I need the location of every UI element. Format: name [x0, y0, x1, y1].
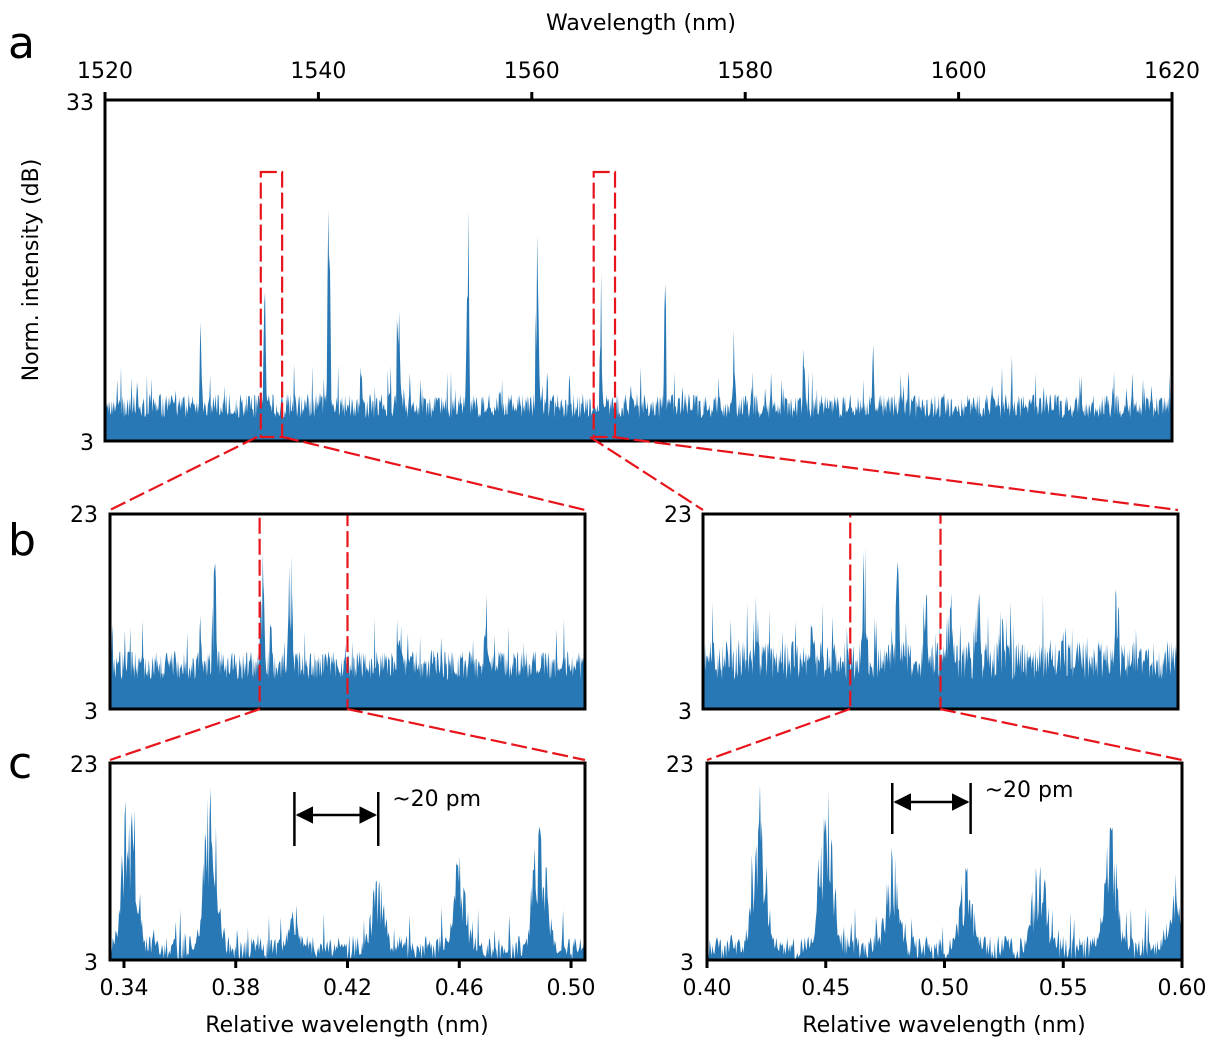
panel-c-right-spectrum-area	[707, 784, 1182, 960]
panel-a-x-tick-label: 1560	[504, 59, 560, 84]
panel-c-right: 23 3 0.40 0.45 0.50 0.55 0.60 Relative wavel…	[666, 753, 1206, 1038]
zoom-connectors-a-b	[109, 435, 1179, 512]
panel-c-right-x-axis-title: Relative wavelength (nm)	[802, 1013, 1085, 1038]
zoom-line-a-br-right	[612, 435, 1179, 512]
panel-c-right-spacing-annotation: ~20 pm	[891, 778, 1074, 834]
panel-a-zoom-box-2	[592, 170, 617, 439]
panel-b-right-y-tick-top: 23	[664, 503, 692, 528]
panel-b-right-y-tick-bottom: 3	[678, 700, 692, 725]
panel-c-left-y-tick-top: 23	[70, 753, 98, 778]
panel-b-right: 23 3	[664, 503, 1180, 725]
spacing-label: ~20 pm	[985, 778, 1074, 803]
panel-c-right-x-tick-label: 0.55	[1039, 976, 1088, 1001]
panel-a-x-ticks: 1520 1540 1560 1580 1600 1620	[77, 59, 1200, 100]
zoom-line-bl-cl-right	[346, 707, 586, 762]
panel-a-x-axis-title: Wavelength (nm)	[546, 11, 736, 36]
panel-a: Wavelength (nm) 1520 1540 1560 1580 1600 1620…	[19, 11, 1200, 456]
panel-c-right-x-tick-label: 0.45	[801, 976, 850, 1001]
panel-b-left-y-tick-bottom: 3	[84, 700, 98, 725]
panel-c-left-x-tick-label: 0.34	[99, 976, 148, 1001]
panel-c-left-x-tick-label: 0.42	[323, 976, 372, 1001]
panel-a-y-tick-bottom: 3	[80, 431, 94, 456]
panel-c-left-spacing-annotation: ~20 pm	[293, 787, 481, 846]
panel-b-left: 23 3	[70, 503, 587, 725]
panel-c-left: 23 3 0.34 0.38 0.42 0.46 0.50 Relative wavel…	[70, 753, 596, 1038]
zoom-line-br-cr-right	[939, 707, 1183, 762]
panel-c-left-spectrum-area	[110, 787, 585, 960]
panel-a-y-axis-title: Norm. intensity (dB)	[19, 159, 44, 382]
panel-label-c: c	[8, 738, 32, 789]
panel-c-left-frame	[108, 761, 587, 962]
panel-c-left-x-ticks: 0.34 0.38 0.42 0.46 0.50	[99, 960, 596, 1001]
panel-c-left-x-tick-label: 0.38	[211, 976, 260, 1001]
zoom-line-a-bl-right	[282, 435, 586, 512]
panel-c-right-x-tick-label: 0.40	[683, 976, 732, 1001]
panel-c-left-x-axis-title: Relative wavelength (nm)	[205, 1013, 488, 1038]
panel-a-y-tick-top: 33	[66, 91, 94, 116]
panel-c-left-y-tick-bottom: 3	[84, 951, 98, 976]
panel-a-x-tick-label: 1600	[931, 59, 987, 84]
panel-c-right-x-tick-label: 0.50	[920, 976, 969, 1001]
zoom-line-a-bl-left	[109, 436, 258, 511]
panel-c-right-y-tick-top: 23	[666, 753, 694, 778]
panel-c-left-x-tick-label: 0.46	[435, 976, 484, 1001]
panel-label-b: b	[8, 515, 36, 566]
panel-c-right-x-ticks: 0.40 0.45 0.50 0.55 0.60	[683, 960, 1207, 1001]
panel-a-x-tick-label: 1580	[717, 59, 773, 84]
panel-a-x-tick-label: 1540	[290, 59, 346, 84]
panel-a-zoom-box-1	[259, 170, 284, 439]
panel-a-x-tick-label: 1520	[77, 59, 133, 84]
panel-b-left-spectrum-area	[110, 553, 585, 709]
panel-a-x-tick-label: 1620	[1144, 59, 1200, 84]
panel-c-right-y-tick-bottom: 3	[680, 951, 694, 976]
panel-a-zoom-boxes	[259, 170, 617, 439]
zoom-line-bl-cl-left	[109, 707, 261, 762]
zoom-line-a-br-left	[589, 436, 704, 511]
zoom-connectors-b-c	[109, 707, 1183, 762]
panel-b-left-y-tick-top: 23	[70, 503, 98, 528]
panel-label-a: a	[8, 18, 35, 69]
panel-c-right-x-tick-label: 0.60	[1158, 976, 1207, 1001]
panel-c-left-x-tick-label: 0.50	[547, 976, 596, 1001]
panel-b-right-spectrum-area	[703, 546, 1178, 709]
zoom-line-br-cr-left	[706, 707, 851, 762]
panel-a-spectrum-area	[105, 209, 1172, 441]
spacing-label: ~20 pm	[392, 787, 481, 812]
